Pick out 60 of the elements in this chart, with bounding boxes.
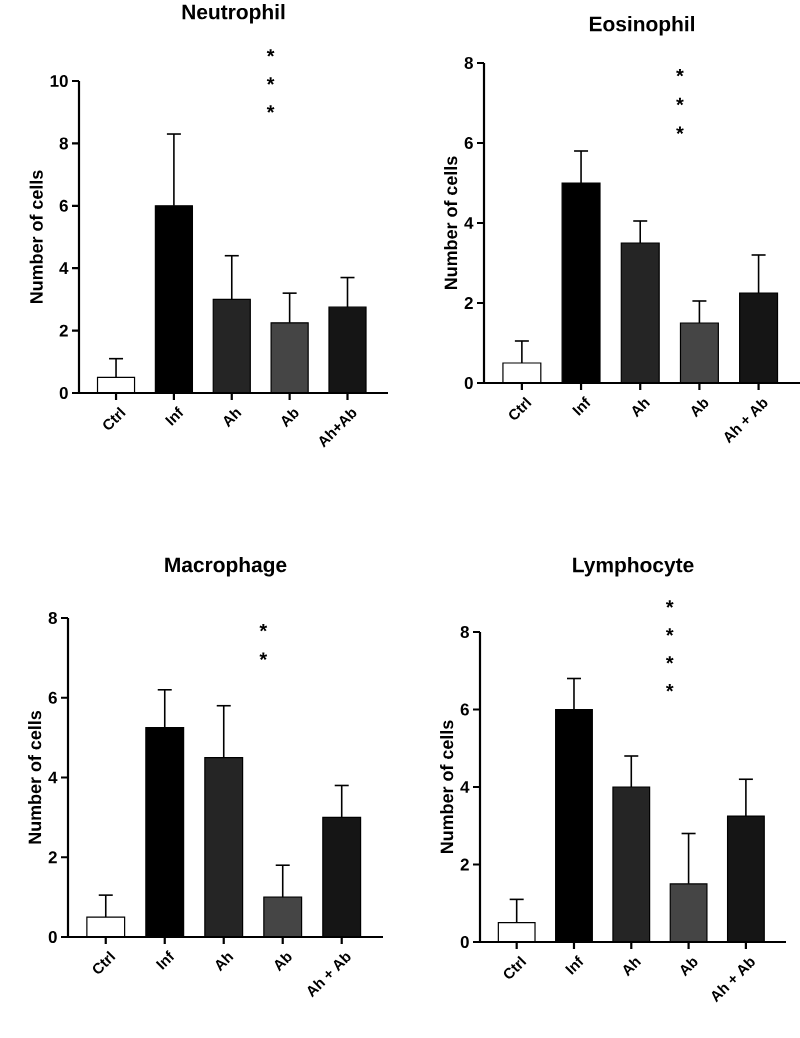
x-tick-label: Ctrl (503, 955, 527, 979)
x-tick-label: Ctrl (92, 950, 116, 974)
annotation: * (676, 126, 684, 134)
annotation: * (266, 77, 275, 85)
annotation: * (676, 68, 684, 77)
x-tick-label: Ah (632, 399, 651, 418)
annotation: * (676, 97, 684, 106)
y-axis-title: Number of cells (29, 170, 43, 304)
y-tick-label: 4 (59, 262, 69, 275)
y-tick-label: 6 (464, 137, 473, 149)
y-axis-title: Number of cells (28, 710, 42, 844)
y-axis-title: Number of cells (444, 156, 458, 290)
annotation: * (259, 652, 268, 661)
annotation: * (665, 628, 674, 636)
x-tick-label: Ah + Ab (307, 953, 351, 998)
x-tick-label: Ctrl (103, 406, 126, 430)
y-tick-label: 0 (464, 376, 473, 389)
y-tick-label: 2 (59, 324, 68, 337)
chart-title: Macrophage (165, 556, 287, 577)
x-tick-label: Inf (155, 950, 175, 970)
y-tick-label: 0 (59, 386, 68, 399)
chart-title: Eosinophil (589, 16, 695, 36)
y-tick-label: 0 (460, 936, 469, 948)
y-tick-label: 8 (460, 626, 469, 638)
text: * (665, 600, 674, 608)
y-tick-label: 2 (460, 858, 469, 871)
chart-title: Lymphocyte (573, 557, 694, 577)
x-tick-label: Ab (281, 409, 299, 428)
x-tick-label: Ah + Ab (724, 399, 768, 444)
chart-title: Neutrophil (182, 3, 285, 24)
annotation: * (259, 623, 268, 632)
y-tick-label: 6 (48, 691, 57, 704)
y-tick-label: 2 (464, 297, 473, 309)
x-tick-label: Ah (215, 953, 234, 972)
x-tick-label: Inf (164, 406, 184, 426)
x-tick-label: Ah (623, 958, 642, 977)
y-tick-label: 8 (48, 612, 57, 624)
y-tick-label: 8 (464, 57, 473, 69)
y-tick-label: 8 (59, 137, 68, 150)
x-tick-label: Inf (565, 955, 584, 975)
y-tick-label: 4 (464, 217, 474, 229)
y-tick-label: 10 (50, 74, 68, 87)
x-tick-label: Ah (223, 409, 242, 428)
y-tick-label: 6 (460, 703, 469, 716)
x-tick-label: Ab (274, 953, 292, 972)
x-tick-label: Ab (691, 399, 709, 418)
y-tick-label: 4 (460, 781, 470, 793)
x-tick-label: Ab (680, 958, 698, 977)
annotation: * (665, 684, 674, 692)
x-tick-label: Inf (572, 396, 591, 416)
y-axis-title: Number of cells (440, 720, 454, 854)
annotation: * (665, 656, 674, 664)
y-tick-label: 0 (48, 931, 57, 943)
x-tick-label: Ctrl (509, 396, 532, 420)
annotation: * (266, 105, 275, 113)
y-tick-label: 2 (48, 851, 57, 864)
x-tick-label: Ah + Ab (711, 958, 755, 1003)
y-tick-label: 4 (48, 771, 58, 784)
y-tick-label: 6 (59, 199, 68, 212)
text: * (266, 49, 275, 57)
